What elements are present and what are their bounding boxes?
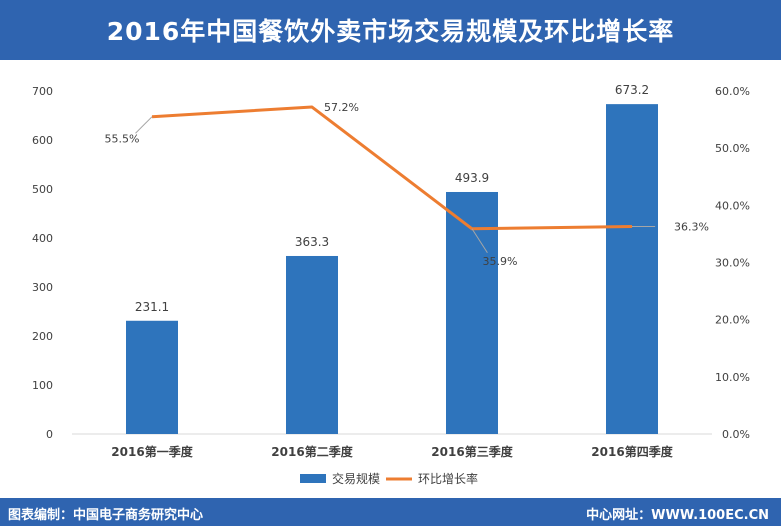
bar (606, 104, 658, 434)
right-axis-tick-label: 10.0% (715, 371, 750, 384)
chart-title: 2016年中国餐饮外卖市场交易规模及环比增长率 (106, 17, 675, 46)
x-axis-tick-label: 2016第一季度 (111, 444, 193, 459)
left-axis-tick-label: 0 (46, 428, 53, 441)
bar (446, 191, 498, 434)
left-axis-tick-label: 300 (32, 281, 53, 294)
footer-bar: 图表编制：中国电子商务研究中心 中心网址：WWW.100EC.CN (0, 498, 781, 526)
right-axis-tick-label: 30.0% (715, 257, 750, 270)
line-data-label: 55.5% (105, 133, 140, 146)
bar-data-label: 673.2 (615, 83, 649, 97)
label-leader-line (471, 228, 488, 254)
footer-website: 中心网址：WWW.100EC.CN (586, 508, 769, 523)
left-axis-tick-label: 600 (32, 134, 53, 147)
left-axis-tick-label: 200 (32, 330, 53, 343)
x-axis-tick-label: 2016第三季度 (431, 444, 513, 459)
line-data-label: 57.2% (324, 101, 359, 114)
bar (286, 255, 338, 434)
left-axis-tick-label: 700 (32, 85, 53, 98)
line-data-label: 35.9% (483, 255, 518, 268)
right-axis-tick-label: 50.0% (715, 142, 750, 155)
bar-data-label: 231.1 (135, 300, 169, 314)
bar (126, 320, 178, 434)
combo-chart: 0 100 200 300 400 500 600 700 0.0% 10.0% 20.0% 30.0… (32, 83, 750, 486)
legend-swatch-bar (300, 474, 326, 483)
legend-label-line: 环比增长率 (418, 471, 478, 486)
footer-credit: 图表编制：中国电子商务研究中心 (8, 508, 204, 523)
left-axis-tick-label: 100 (32, 379, 53, 392)
legend-label-bar: 交易规模 (332, 471, 380, 486)
right-axis-tick-label: 0.0% (722, 428, 750, 441)
header-bar: 2016年中国餐饮外卖市场交易规模及环比增长率 (0, 0, 781, 60)
label-leader-line (135, 116, 153, 134)
bar-data-label: 363.3 (295, 235, 329, 249)
bar-data-label: 493.9 (455, 171, 489, 185)
right-axis-tick-label: 40.0% (715, 199, 750, 212)
x-axis-tick-label: 2016第四季度 (591, 444, 673, 459)
growth-rate-line (151, 105, 633, 231)
line-data-label: 36.3% (674, 220, 709, 233)
right-axis-tick-label: 60.0% (715, 85, 750, 98)
left-axis-tick-label: 500 (32, 183, 53, 196)
right-axis-tick-label: 20.0% (715, 314, 750, 327)
left-axis-tick-label: 400 (32, 232, 53, 245)
chart-area: 0 100 200 300 400 500 600 700 0.0% 10.0% 20.0% 30.0… (0, 60, 781, 498)
x-axis-tick-label: 2016第二季度 (271, 444, 353, 459)
